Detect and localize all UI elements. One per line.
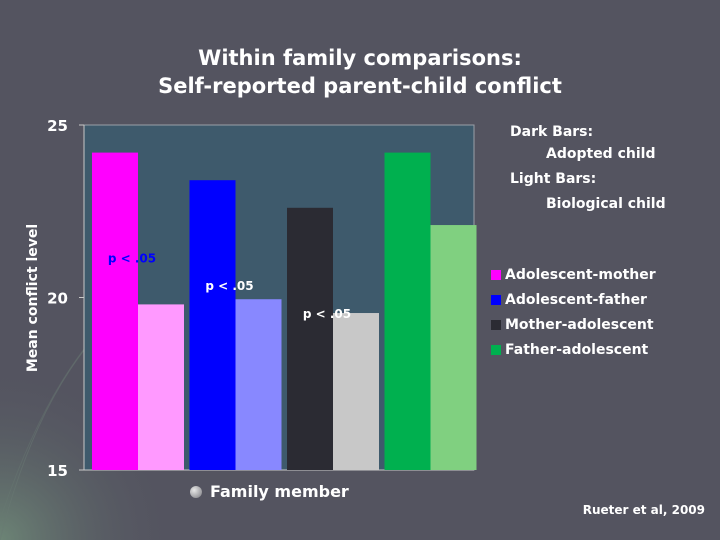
bar-biological-0 <box>138 304 184 470</box>
legend-label: Adolescent-father <box>505 291 647 308</box>
light-bars-label: Light Bars: <box>510 171 597 187</box>
legend-swatch <box>491 269 501 280</box>
bullet-icon <box>190 485 202 498</box>
bar-adopted-1 <box>189 180 236 470</box>
light-bars-value: Biological child <box>546 196 666 212</box>
bar-adopted-3 <box>384 152 431 470</box>
p-value-annotation-0: p < .05 <box>108 252 156 266</box>
p-value-annotation-1: p < .05 <box>205 279 253 293</box>
legend-item: Father-adolescent <box>491 337 656 362</box>
bar-biological-1 <box>235 299 282 470</box>
dark-bars-label: Dark Bars: <box>510 124 594 140</box>
legend-item: Adolescent-father <box>491 287 656 312</box>
bar-adopted-2 <box>287 207 333 471</box>
legend-swatch <box>491 319 501 330</box>
chart-title: Within family comparisons: Self-reported… <box>0 44 720 100</box>
legend-swatch <box>491 344 501 355</box>
legend-label: Father-adolescent <box>505 341 649 358</box>
title-line-2: Self-reported parent-child conflict <box>158 74 562 98</box>
legend-item: Mother-adolescent <box>491 312 656 337</box>
bar-biological-2 <box>333 313 379 470</box>
bar-biological-3 <box>430 225 477 470</box>
legend-item: Adolescent-mother <box>491 262 656 287</box>
x-axis-label: Family member <box>190 482 349 501</box>
legend-label: Adolescent-mother <box>505 266 656 283</box>
legend: Adolescent-mother Adolescent-father Mother… <box>491 262 656 362</box>
y-axis-label: Mean conflict level <box>25 223 41 373</box>
y-tick-label: 20 <box>47 290 68 308</box>
source-citation: Rueter et al, 2009 <box>582 503 705 517</box>
title-line-1: Within family comparisons: <box>198 46 522 70</box>
y-tick-label: 25 <box>47 117 68 135</box>
bar-adopted-0 <box>92 152 138 470</box>
legend-swatch <box>491 294 501 305</box>
p-value-annotation-2: p < .05 <box>303 307 351 321</box>
legend-label: Mother-adolescent <box>505 316 654 333</box>
dark-bars-value: Adopted child <box>546 146 656 162</box>
y-tick-label: 15 <box>47 462 68 480</box>
x-axis-label-text: Family member <box>210 482 349 501</box>
